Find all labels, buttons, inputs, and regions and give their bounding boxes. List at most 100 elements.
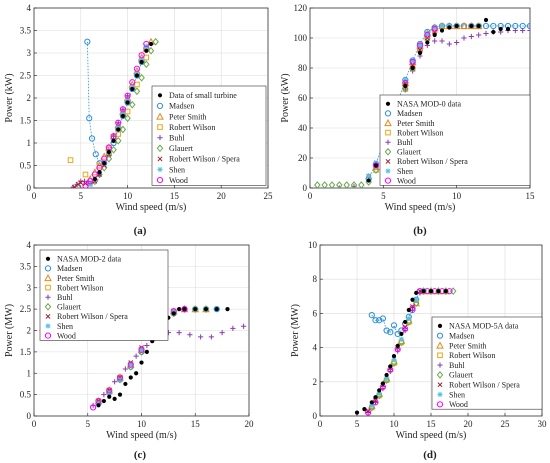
- data-point-wood: [138, 52, 145, 59]
- data-point-measured: [225, 307, 230, 312]
- x-tick-label: 30: [538, 419, 548, 429]
- data-point-measured: [421, 289, 426, 294]
- legend-label: Madsen: [397, 109, 422, 118]
- data-point-robert-wilson-spera: [78, 180, 84, 186]
- data-point-wood: [424, 31, 431, 39]
- data-point-measured: [96, 403, 101, 408]
- data-point-glauert: [405, 318, 413, 326]
- legend-label: Glauert: [397, 148, 422, 157]
- legend-box: [431, 316, 543, 410]
- legend-marker: [45, 294, 51, 300]
- x-tick-label: 15: [191, 419, 201, 429]
- data-point-measured: [414, 290, 419, 295]
- legend-label: Buhl: [57, 293, 73, 302]
- legend-label: Peter Smith: [57, 274, 95, 283]
- legend-label: Madsen: [169, 102, 194, 111]
- y-tick-label: 0.5: [20, 161, 32, 171]
- data-point-measured: [498, 26, 503, 32]
- data-point-glauert: [343, 181, 350, 188]
- data-point-madsen: [387, 329, 394, 336]
- y-tick-label: 2: [313, 377, 318, 387]
- legend-marker: [384, 110, 392, 117]
- legend-label: Data of small turbine: [169, 91, 237, 100]
- data-point-glauert: [368, 403, 376, 412]
- data-point-wood: [416, 42, 424, 49]
- data-point-glauert: [402, 85, 409, 93]
- data-point-robert-wilson-spera: [402, 324, 408, 330]
- legend-marker: [44, 273, 52, 282]
- y-tick-label: 1: [27, 368, 32, 378]
- plot-marks: [67, 37, 159, 188]
- x-tick-label: 5: [381, 191, 386, 201]
- data-point-glauert: [375, 391, 383, 400]
- y-tick-label: 80: [298, 63, 308, 73]
- data-point-robert-wilson-spera: [417, 47, 423, 53]
- data-point-buhl: [208, 334, 214, 340]
- data-point-buhl: [176, 330, 182, 336]
- data-point-shen: [171, 308, 177, 314]
- data-point-wood: [87, 178, 94, 185]
- y-tick-label: 2.5: [20, 71, 32, 81]
- data-point-glauert: [143, 60, 150, 69]
- series-measured-data: [96, 307, 230, 408]
- legend-marker: [45, 323, 51, 329]
- y-tick-label: 2.5: [20, 304, 32, 314]
- data-point-buhl: [468, 33, 474, 40]
- data-point-measured: [107, 394, 112, 399]
- data-point-buhl: [241, 323, 247, 329]
- legend-marker: [157, 135, 163, 141]
- data-point-madsen: [390, 322, 398, 329]
- x-tick-label: 25: [264, 191, 274, 201]
- data-point-glauert: [110, 145, 117, 154]
- data-point-measured: [373, 163, 379, 168]
- data-point-shen: [134, 70, 140, 76]
- y-tick-label: 4: [27, 3, 32, 13]
- x-tick-label: 10: [390, 419, 400, 429]
- data-point-shen: [384, 375, 390, 381]
- data-point-buhl: [187, 332, 193, 338]
- y-tick-label: 0: [27, 183, 32, 193]
- legend-label: Madsen: [449, 332, 474, 341]
- data-point-shen: [413, 297, 419, 303]
- y-tick-label: 0: [303, 183, 308, 193]
- y-tick-label: 0: [313, 411, 318, 421]
- legend-marker: [437, 382, 443, 388]
- x-tick-label: 10: [137, 419, 147, 429]
- data-point-wood: [181, 306, 188, 313]
- legend-label: Wood: [57, 331, 76, 340]
- y-axis-label: Power (kW): [4, 73, 15, 122]
- data-point-measured: [469, 23, 474, 29]
- legend-label: Buhl: [397, 138, 413, 147]
- data-point-measured: [410, 65, 415, 71]
- legend-label: NASA MOD-2 data: [57, 255, 121, 264]
- legend-marker: [436, 371, 444, 379]
- y-tick-label: 1: [27, 138, 32, 148]
- data-point-measured: [144, 48, 149, 53]
- x-tick-label: 20: [217, 191, 227, 201]
- legend-label: Peter Smith: [169, 112, 207, 121]
- data-point-measured: [102, 161, 107, 166]
- data-point-wood: [124, 92, 131, 99]
- data-point-measured: [432, 32, 437, 38]
- data-point-measured: [120, 113, 126, 119]
- x-tick-label: 20: [464, 419, 474, 429]
- data-point-measured: [428, 289, 434, 294]
- data-point-shen: [424, 30, 430, 37]
- panel-caption: (a): [134, 225, 147, 237]
- legend-marker: [436, 341, 444, 349]
- legend-label: Glauert: [57, 303, 82, 312]
- y-tick-label: 2: [27, 93, 32, 103]
- data-point-measured: [177, 307, 182, 312]
- data-point-wood: [133, 65, 141, 72]
- legend-marker: [156, 102, 164, 110]
- legend-marker: [45, 256, 51, 261]
- data-point-wood: [409, 58, 416, 66]
- panel-a: 0 5 10 15 20 25 0 0.5 1 1.5 2 2.5 3 3.5 4 Wind speed (m…: [4, 3, 273, 237]
- data-point-glauert: [119, 125, 127, 134]
- data-point-glauert: [138, 73, 145, 82]
- data-point-measured: [483, 17, 489, 23]
- data-point-robert-wilson: [82, 171, 89, 178]
